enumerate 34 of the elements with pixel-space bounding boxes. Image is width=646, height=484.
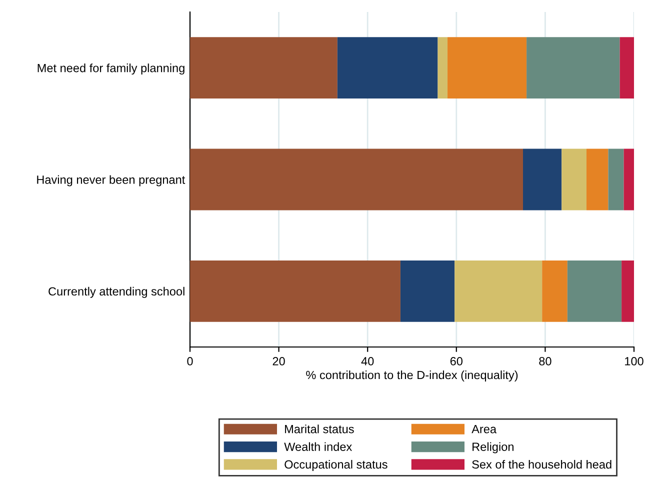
y-tick-label: Met need for family planning bbox=[38, 64, 184, 75]
x-tick-label: 0 bbox=[187, 357, 193, 366]
legend-label: Marital status bbox=[285, 424, 354, 434]
bar bbox=[337, 37, 438, 99]
legend-label: Religion bbox=[472, 442, 514, 454]
x-tick-label: 100 bbox=[625, 357, 644, 366]
bar bbox=[448, 37, 527, 99]
bar bbox=[608, 148, 624, 210]
bar bbox=[438, 37, 448, 99]
bar bbox=[454, 260, 542, 322]
legend-label: Wealth index bbox=[284, 442, 352, 451]
bar bbox=[624, 148, 634, 210]
bar bbox=[562, 148, 586, 210]
bar bbox=[190, 148, 523, 210]
x-tick-label: 20 bbox=[272, 357, 285, 366]
y-tick-label: Currently attending school bbox=[48, 286, 184, 298]
x-axis-title: % contribution to the D-index (inequality) bbox=[306, 370, 518, 382]
y-tick-label: Having never been pregnant bbox=[37, 175, 186, 186]
legend-label: Area bbox=[472, 425, 497, 434]
bar bbox=[620, 37, 634, 99]
x-tick-label: 40 bbox=[361, 357, 374, 366]
bar bbox=[567, 260, 622, 322]
legend-label: Occupational status bbox=[284, 460, 388, 471]
bar bbox=[622, 260, 634, 322]
bar bbox=[523, 148, 562, 210]
legend-label: Sex of the household head bbox=[472, 460, 612, 469]
bar bbox=[400, 260, 455, 322]
bar bbox=[190, 37, 338, 99]
bar bbox=[190, 260, 400, 322]
bar bbox=[526, 37, 620, 99]
bar bbox=[586, 148, 608, 210]
bar bbox=[542, 260, 568, 322]
x-tick-label: 60 bbox=[450, 357, 463, 366]
x-tick-label: 80 bbox=[539, 357, 552, 366]
